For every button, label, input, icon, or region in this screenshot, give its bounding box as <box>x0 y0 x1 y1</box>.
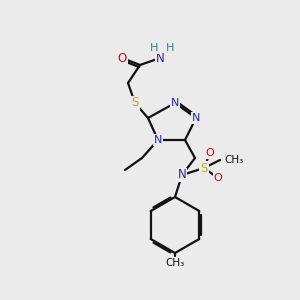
Text: H: H <box>166 43 174 53</box>
Text: S: S <box>131 97 139 110</box>
Text: N: N <box>178 169 186 182</box>
Text: N: N <box>156 52 164 64</box>
Text: CH₃: CH₃ <box>165 258 184 268</box>
Text: H: H <box>150 43 158 53</box>
Text: N: N <box>154 135 162 145</box>
Text: S: S <box>200 161 208 175</box>
Text: O: O <box>206 148 214 158</box>
Text: O: O <box>214 173 222 183</box>
Text: N: N <box>171 98 179 108</box>
Text: N: N <box>192 113 200 123</box>
Text: O: O <box>117 52 127 64</box>
Text: CH₃: CH₃ <box>224 155 243 165</box>
